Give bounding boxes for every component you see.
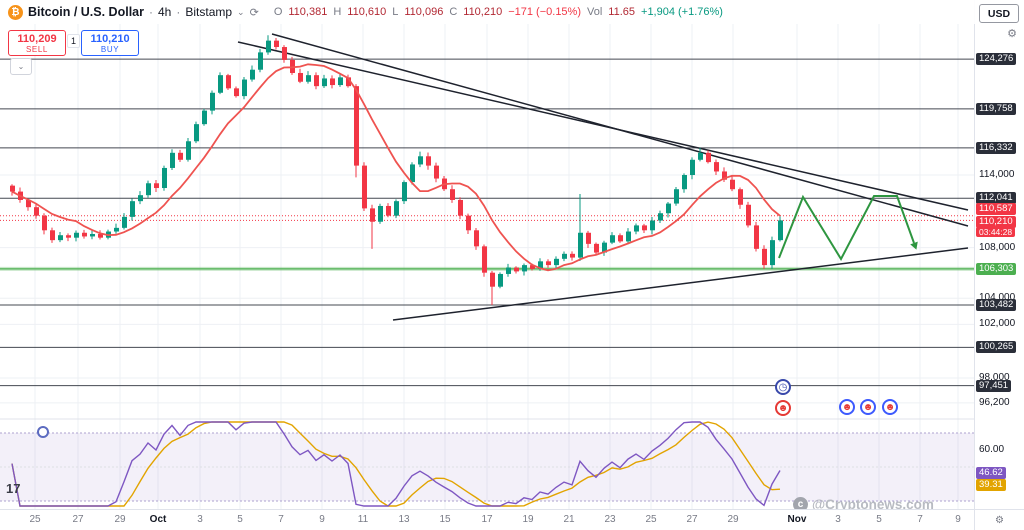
price-level-badge: 124,276 — [976, 53, 1017, 66]
price-label: 102,000 — [979, 318, 1016, 330]
low-value: 110,096 — [404, 6, 444, 18]
refresh-icon[interactable]: ⟳ — [249, 6, 259, 19]
time-label: 9 — [319, 514, 325, 525]
time-label: 21 — [563, 514, 575, 525]
spread-value: 1 — [67, 34, 81, 48]
time-label: 5 — [237, 514, 243, 525]
time-label: 27 — [72, 514, 84, 525]
time-label: Oct — [149, 514, 167, 525]
volume-label: Vol — [587, 6, 603, 18]
open-value: 110,381 — [288, 6, 328, 18]
time-label: 13 — [398, 514, 410, 525]
time-label: 3 — [197, 514, 203, 525]
sell-price: 110,209 — [17, 33, 57, 45]
price-label: 98,000 — [979, 372, 1010, 384]
price-level-badge: 106,303 — [976, 262, 1017, 275]
separator: · — [176, 5, 181, 19]
chevron-down-icon[interactable]: ⌄ — [237, 6, 245, 17]
price-level-badge: 97,451 — [976, 379, 1012, 392]
price-level-badge: 100,265 — [976, 341, 1017, 354]
symbol-button[interactable]: Bitcoin / U.S. Dollar — [28, 5, 144, 19]
rsi-value-badge: 46.62 — [976, 466, 1006, 479]
close-label: C — [449, 6, 458, 18]
buy-price: 110,210 — [90, 33, 130, 45]
price-scale[interactable]: 114,000 108,000 104,000 102,000 98,000 96,200… — [974, 0, 1024, 510]
time-label: 9 — [955, 514, 961, 525]
price-label: 104,000 — [979, 292, 1016, 304]
time-label: 7 — [278, 514, 284, 525]
separator: · — [149, 5, 153, 19]
buy-button[interactable]: 110,210 BUY — [81, 30, 140, 56]
open-label: O — [273, 6, 283, 18]
watermark-text: @Cryptonews.com — [812, 497, 934, 512]
ohlc-readout: O 110,381 H 110,610 L 110,096 C 110,210 −171… — [274, 6, 723, 18]
sticker-emoji-icon[interactable]: ☻ — [882, 399, 898, 415]
price-level-badge: 103,482 — [976, 298, 1017, 311]
indicator-logo-icon[interactable] — [37, 426, 49, 438]
close-value: 110,210 — [463, 6, 503, 18]
price-level-badge: 119,758 — [976, 102, 1016, 115]
countdown-badge: 03:44:28 — [976, 227, 1016, 238]
rsi-ma-value-badge: 39.31 — [976, 479, 1006, 492]
time-label: 11 — [357, 514, 369, 525]
interval-button[interactable]: 4h — [158, 5, 172, 19]
time-label: 19 — [522, 514, 534, 525]
currency-toggle-button[interactable]: USD — [979, 4, 1019, 23]
volume-change: +1,904 (+1.76%) — [641, 6, 723, 18]
high-value: 110,610 — [347, 6, 387, 18]
cryptonews-logo-icon: c — [793, 497, 808, 512]
chevron-down-icon: ⌄ — [17, 62, 25, 71]
price-level-badge: 110,587 — [976, 202, 1016, 215]
time-label: 27 — [686, 514, 698, 525]
time-label: 17 — [481, 514, 493, 525]
sticker-emoji-icon[interactable]: ☻ — [839, 399, 855, 415]
header-toolbar: ₿ Bitcoin / U.S. Dollar · 4h · Bitstamp … — [0, 0, 975, 24]
time-axis[interactable]: 25 27 29 Oct 3 5 7 9 11 13 15 17 19 21 23 25 27 29 Nov 3 5 7 9 — [0, 509, 975, 530]
time-label: 25 — [29, 514, 41, 525]
sticker-clock-icon[interactable]: ◷ — [775, 379, 791, 395]
change-value: −171 (−0.15%) — [508, 6, 581, 18]
price-label: 96,200 — [979, 396, 1010, 408]
time-label: 25 — [645, 514, 657, 525]
time-label: 3 — [835, 514, 841, 525]
sticker-emoji-icon[interactable]: ☻ — [775, 400, 791, 416]
sticker-emoji-icon[interactable]: ☻ — [860, 399, 876, 415]
current-price-badge: 110,210 — [976, 216, 1016, 229]
high-label: H — [333, 6, 342, 18]
legend-collapse-button[interactable]: ⌄ — [10, 58, 32, 75]
time-label: 23 — [604, 514, 616, 525]
bitcoin-logo-icon: ₿ — [8, 4, 23, 20]
buy-label: BUY — [100, 45, 120, 54]
volume-value: 11.65 — [608, 6, 636, 18]
time-label: 5 — [876, 514, 882, 525]
time-label: 7 — [917, 514, 923, 525]
price-level-badge: 112,041 — [976, 192, 1016, 205]
trade-panel: 110,209 SELL 1 110,210 BUY — [8, 30, 140, 56]
time-label: Nov — [787, 514, 807, 525]
sell-label: SELL — [26, 45, 48, 54]
price-label: 114,000 — [979, 169, 1015, 180]
settings-gear-icon[interactable]: ⚙ — [1007, 28, 1017, 40]
axis-corner: ⚙ — [974, 509, 1024, 530]
time-label: 29 — [114, 514, 126, 525]
sell-button[interactable]: 110,209 SELL — [8, 30, 66, 56]
price-level-badge: 116,332 — [976, 141, 1016, 154]
time-label: 15 — [439, 514, 451, 525]
cryptonews-watermark: c @Cryptonews.com — [793, 497, 934, 512]
rsi-scale-label: 60.00 — [979, 444, 1005, 455]
watermark-17: 17 — [6, 481, 21, 496]
low-label: L — [392, 6, 399, 18]
scale-settings-icon[interactable]: ⚙ — [995, 514, 1004, 526]
exchange-label: Bitstamp — [185, 5, 233, 19]
time-label: 29 — [727, 514, 739, 525]
price-label: 108,000 — [979, 241, 1016, 253]
